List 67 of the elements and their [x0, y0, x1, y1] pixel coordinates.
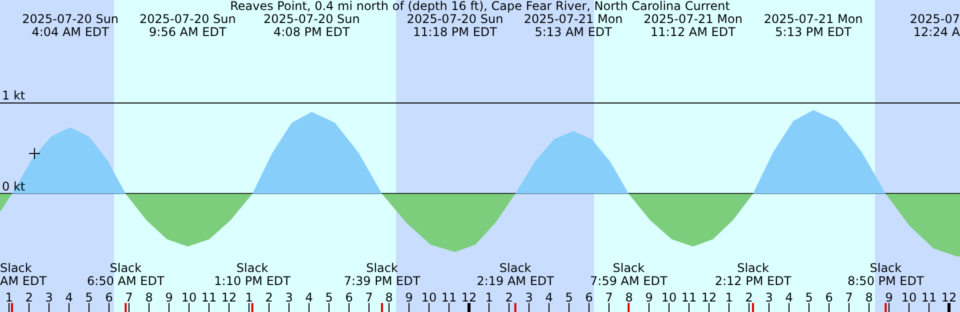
x-tick-label: 5: [805, 290, 813, 304]
x-tick-label: 2: [505, 290, 513, 304]
annotation: Slack 7:59 AM EDT: [590, 261, 668, 288]
x-tick-label: 2: [25, 290, 33, 304]
x-tick-label: 6: [825, 290, 833, 304]
annotation: Slack 2:12 PM EDT: [714, 261, 792, 288]
x-tick-label: 3: [45, 290, 53, 304]
x-tick-label: 5: [325, 290, 333, 304]
x-tick-label: 3: [285, 290, 293, 304]
x-tick-label: 8: [145, 290, 153, 304]
x-tick-label: 10: [661, 290, 677, 304]
x-tick-label: 2: [265, 290, 273, 304]
x-tick-label: 4: [305, 290, 313, 304]
x-tick-label: 12: [221, 290, 237, 304]
annotation: 2025-07-21 Mon 11:12 AM EDT: [644, 12, 742, 40]
annotation: Slack AM EDT: [0, 261, 48, 288]
x-tick-label: 5: [85, 290, 93, 304]
x-tick-label: 7: [605, 290, 613, 304]
x-tick-label: 9: [165, 290, 173, 304]
annotation: Slack 1:10 PM EDT: [214, 261, 292, 288]
x-tick-label: 8: [385, 290, 393, 304]
annotation: Slack 6:50 AM EDT: [87, 261, 165, 288]
y-tick-label: 0 kt: [2, 180, 26, 194]
x-tick-label: 2: [745, 290, 753, 304]
x-tick-label: 4: [545, 290, 553, 304]
x-tick-label: 4: [65, 290, 73, 304]
x-tick-label: 5: [565, 290, 573, 304]
annotation: 2025-07-20 Sun 11:18 PM EDT: [406, 12, 504, 40]
x-tick-label: 7: [845, 290, 853, 304]
x-tick-label: 9: [645, 290, 653, 304]
annotation: 2025-07 12:24 A: [910, 12, 960, 40]
annotation: Slack 2:19 AM EDT: [476, 261, 555, 288]
x-tick-label: 10: [181, 290, 197, 304]
x-tick-label: 8: [865, 290, 873, 304]
x-tick-label: 9: [885, 290, 893, 304]
annotation: Slack 7:39 PM EDT: [344, 261, 421, 288]
x-tick-label: 9: [405, 290, 413, 304]
x-tick-label: 11: [681, 290, 697, 304]
annotation: 2025-07-20 Sun 4:08 PM EDT: [263, 12, 360, 40]
x-tick-label: 6: [585, 290, 593, 304]
x-tick-label: 6: [105, 290, 113, 304]
x-tick-label: 1: [485, 290, 493, 304]
x-tick-label: 10: [901, 290, 917, 304]
annotation: 2025-07-20 Sun 9:56 AM EDT: [139, 12, 236, 40]
x-tick-label: 12: [701, 290, 717, 304]
y-tick-label: 1 kt: [2, 88, 26, 103]
x-tick-label: 7: [365, 290, 373, 304]
x-tick-label: 11: [441, 290, 457, 304]
annotation: 2025-07-20 Sun 4:04 AM EDT: [22, 12, 119, 40]
x-tick-label: 6: [345, 290, 353, 304]
x-tick-label: 7: [125, 290, 133, 304]
x-tick-label: 4: [785, 290, 793, 304]
x-tick-label: 3: [765, 290, 773, 304]
annotation: 2025-07-21 Mon 5:13 AM EDT: [524, 12, 623, 40]
x-tick-label: 1: [725, 290, 733, 304]
annotation: 2025-07-21 Mon 5:13 PM EDT: [764, 12, 863, 40]
x-tick-label: 1: [245, 290, 253, 304]
chart-title: Reaves Point, 0.4 mi north of (depth 16 ft), Cape Fear River, North Carolina Current: [230, 0, 730, 14]
x-tick-label: 10: [421, 290, 437, 304]
x-tick-label: 12: [461, 290, 477, 304]
x-tick-label: 11: [201, 290, 217, 304]
x-tick-label: 11: [921, 290, 937, 304]
x-tick-label: 1: [5, 290, 13, 304]
annotation: Slack 8:50 PM EDT: [848, 261, 924, 288]
x-tick-label: 8: [625, 290, 633, 304]
x-tick-label: 12: [941, 290, 957, 304]
x-tick-label: 3: [525, 290, 533, 304]
